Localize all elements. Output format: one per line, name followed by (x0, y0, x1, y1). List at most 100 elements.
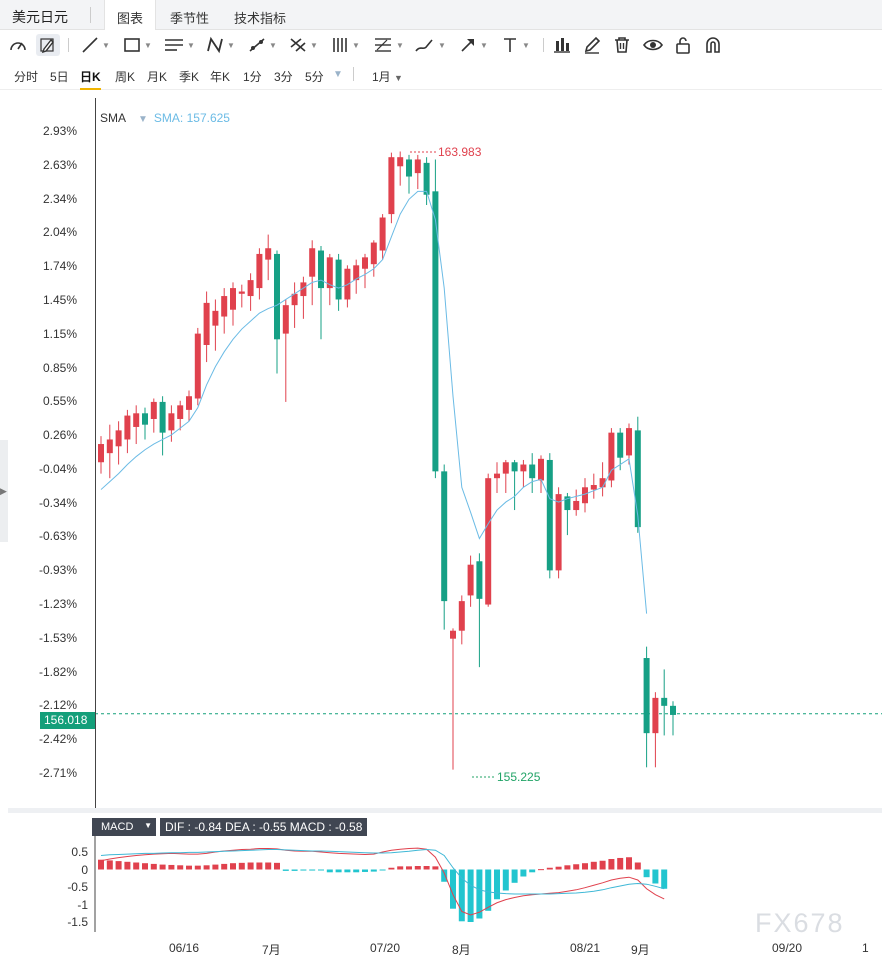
period-separator (353, 67, 354, 81)
toolbar-separator (543, 38, 544, 52)
trend-line-icon[interactable]: ▼ (80, 34, 110, 56)
macd-bar (432, 866, 439, 870)
trash-icon[interactable] (612, 34, 632, 56)
chevron-down-icon: ▼ (144, 821, 152, 830)
candle-body (661, 697, 668, 706)
candle-body (608, 432, 615, 481)
segment-icon[interactable]: ▼ (247, 34, 277, 56)
fib-retracement-icon[interactable]: ▼ (333, 38, 360, 52)
candle-body (362, 257, 368, 269)
eye-icon[interactable] (642, 34, 664, 56)
macd-bar (379, 869, 386, 871)
brush-icon[interactable]: ▼ (414, 34, 446, 56)
macd-bar (150, 863, 157, 870)
fib-fan-icon[interactable]: ▼ (372, 34, 404, 56)
macd-bar (282, 869, 289, 871)
period-weekly[interactable]: 周K (115, 70, 136, 84)
macd-bar (458, 869, 465, 922)
period-quarterly[interactable]: 季K (179, 70, 200, 84)
candle-body (582, 487, 588, 504)
macd-dif-line (100, 847, 665, 916)
zigzag-icon[interactable]: ▼ (205, 34, 235, 56)
cross-line-icon[interactable]: ▼ (288, 34, 318, 56)
macd-bar (335, 869, 342, 873)
candle-body (546, 459, 553, 571)
y-tick-label: -0.04% (38, 461, 77, 476)
magnet-icon[interactable] (703, 34, 723, 56)
period-daily[interactable]: 日K (80, 68, 101, 90)
candle-body (247, 280, 254, 297)
macd-bar (230, 863, 236, 870)
period-1min[interactable]: 1分 (243, 70, 262, 84)
x-tick-label: 07/20 (370, 941, 401, 955)
period-timeshare[interactable]: 分时 (14, 70, 39, 84)
macd-bar (529, 869, 536, 873)
candle-body (335, 259, 342, 300)
macd-indicator-select[interactable]: MACD ▼ (92, 818, 156, 836)
candle-body (133, 413, 140, 427)
more-periods-chevron-icon[interactable]: ▼ (333, 69, 343, 80)
candle-body (643, 658, 650, 734)
macd-bar (450, 869, 456, 909)
y-axis-line (95, 98, 96, 808)
macd-y-tick-label: -0.5 (67, 880, 88, 894)
gauge-icon[interactable] (8, 34, 28, 56)
y-tick-label: 0.55% (42, 394, 77, 409)
macd-values: DIF : -0.84 DEA : -0.55 MACD : -0.58 (160, 818, 368, 836)
candle-body (274, 253, 280, 340)
candle-body (186, 396, 192, 410)
period-5min[interactable]: 5分 (305, 70, 324, 84)
y-tick-label: 2.34% (42, 191, 77, 206)
text-icon[interactable]: ▼ (500, 34, 530, 56)
macd-bar (406, 866, 412, 870)
macd-bar (370, 869, 377, 872)
macd-bar (247, 862, 254, 870)
macd-bar (177, 865, 184, 870)
sma-label: SMA (100, 111, 127, 125)
sma-dropdown-icon[interactable]: ▼ (138, 114, 148, 125)
period-yearly[interactable]: 年K (210, 70, 231, 84)
chevron-down-icon: ▼ (394, 73, 403, 83)
candle-body (124, 415, 131, 440)
rectangle-icon[interactable]: ▼ (122, 34, 152, 56)
sma-legend[interactable]: SMA ▼ SMA: 157.625 (100, 111, 230, 125)
macd-bar (564, 865, 571, 870)
macd-bar (326, 869, 333, 873)
period-5day[interactable]: 5日 (50, 70, 69, 84)
x-tick-label: 08/21 (570, 941, 601, 955)
x-tick-label: 09/20 (772, 941, 803, 955)
candle-body (670, 705, 676, 715)
macd-bar (520, 869, 527, 877)
macd-bar (538, 869, 544, 871)
current-price-tag: 156.018 (40, 712, 95, 729)
high-price-label: 163.983 (438, 145, 482, 159)
tab-chart[interactable]: 图表 (104, 0, 157, 30)
x-tick-label: 06/16 (169, 941, 200, 955)
tab-seasonality[interactable]: 季节性 (170, 11, 210, 26)
macd-bar (555, 866, 562, 870)
macd-bar (467, 869, 474, 922)
period-monthly[interactable]: 月K (147, 70, 168, 84)
period-3min[interactable]: 3分 (274, 70, 293, 84)
bars-icon[interactable] (552, 34, 572, 56)
lock-icon[interactable] (673, 34, 693, 56)
panel-divider[interactable] (8, 808, 882, 813)
y-tick-label: -2.12% (38, 698, 77, 713)
pencil-icon[interactable] (36, 34, 60, 56)
macd-y-tick-label: -1.5 (67, 915, 88, 929)
edit-icon[interactable] (582, 34, 602, 56)
range-select[interactable]: 1月 ▼ (372, 68, 403, 85)
macd-bar (168, 864, 175, 870)
candle-body (256, 253, 263, 289)
y-tick-label: 1.45% (42, 292, 77, 307)
macd-bar (159, 864, 166, 870)
side-panel-toggle[interactable]: ▶ (0, 440, 8, 542)
candle-body (98, 444, 104, 463)
low-price-label: 155.225 (497, 770, 541, 784)
tab-indicators[interactable]: 技术指标 (234, 11, 287, 26)
candle-body (520, 464, 527, 472)
parallel-lines-icon[interactable]: ▼ (165, 39, 195, 51)
arrow-icon[interactable]: ▼ (458, 34, 488, 56)
